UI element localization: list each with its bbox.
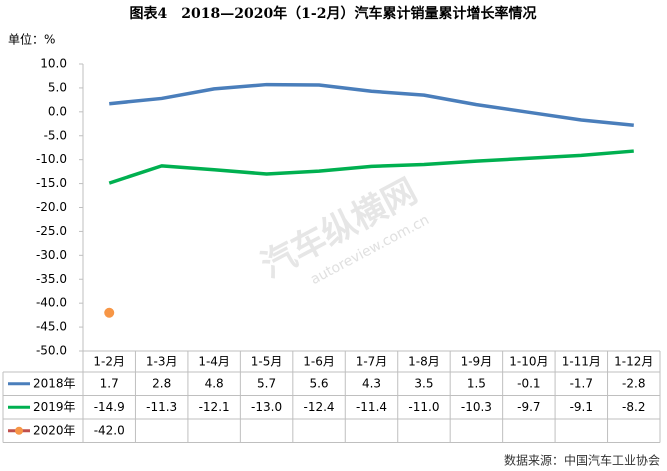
chart-title: 图表4 2018—2020年（1-2月）汽车累计销量累计增长率情况 (130, 5, 537, 22)
y-tick-label: -20.0 (36, 200, 67, 214)
y-tick-label: -45.0 (36, 320, 67, 334)
x-tick-label: 1-11月 (562, 355, 601, 369)
table-cell: -14.9 (94, 400, 125, 414)
table-cell: -13.0 (251, 400, 282, 414)
source: 数据来源：中国汽车工业协会 (504, 453, 660, 468)
series-marker (104, 307, 115, 318)
table-cell: 5.6 (309, 376, 328, 390)
x-tick-label: 1-3月 (146, 355, 178, 369)
series-line (109, 82, 634, 127)
table-cell: -2.8 (622, 376, 645, 390)
y-tick-label: 10.0 (40, 57, 67, 71)
table-cell: -9.1 (570, 400, 593, 414)
x-tick-label: 1-12月 (614, 355, 653, 369)
table-cell: 4.3 (362, 376, 381, 390)
x-tick-label: 1-8月 (408, 355, 440, 369)
legend-label: 2019年 (33, 400, 76, 414)
table-cell: -12.4 (304, 400, 335, 414)
y-tick-label: -25.0 (36, 224, 67, 238)
x-tick-label: 1-2月 (93, 355, 125, 369)
x-tick-label: 1-9月 (461, 355, 493, 369)
legend-marker (15, 426, 23, 435)
table-cell: -9.7 (517, 400, 540, 414)
y-tick-label: -5.0 (44, 128, 67, 142)
table-cell: 2.8 (152, 376, 171, 390)
x-tick-label: 1-6月 (303, 355, 335, 369)
y-tick-label: 5.0 (48, 80, 67, 94)
y-tick-label: -30.0 (36, 248, 67, 262)
table-cell: -12.1 (199, 400, 230, 414)
table-cell: -1.7 (570, 376, 593, 390)
table-cell: -8.2 (622, 400, 645, 414)
table-cell: -11.4 (356, 400, 387, 414)
unit-label: 单位：% (8, 32, 55, 47)
x-tick-label: 1-5月 (251, 355, 283, 369)
table-cell: 1.5 (467, 376, 486, 390)
table-cell: -0.1 (517, 376, 540, 390)
table-cell: -42.0 (94, 423, 125, 437)
table-cell: -10.3 (461, 400, 492, 414)
table-cell: 4.8 (205, 376, 224, 390)
table-cell: -11.0 (408, 400, 439, 414)
series-line (108, 149, 634, 185)
y-tick-label: 0.0 (48, 104, 67, 118)
y-tick-label: -35.0 (36, 272, 67, 286)
y-tick-label: -15.0 (36, 176, 67, 190)
legend-label: 2020年 (33, 423, 76, 437)
table-cell: 3.5 (414, 376, 433, 390)
table-cell: 1.7 (100, 376, 119, 390)
y-tick-label: -40.0 (36, 296, 67, 310)
x-tick-label: 1-7月 (356, 355, 388, 369)
table-cell: 5.7 (257, 376, 276, 390)
y-tick-label: -10.0 (36, 152, 67, 166)
table-cell: -11.3 (146, 400, 177, 414)
x-tick-label: 1-4月 (198, 355, 230, 369)
y-tick-label: -50.0 (36, 344, 67, 358)
x-tick-label: 1-10月 (509, 355, 548, 369)
legend-label: 2018年 (33, 376, 76, 390)
